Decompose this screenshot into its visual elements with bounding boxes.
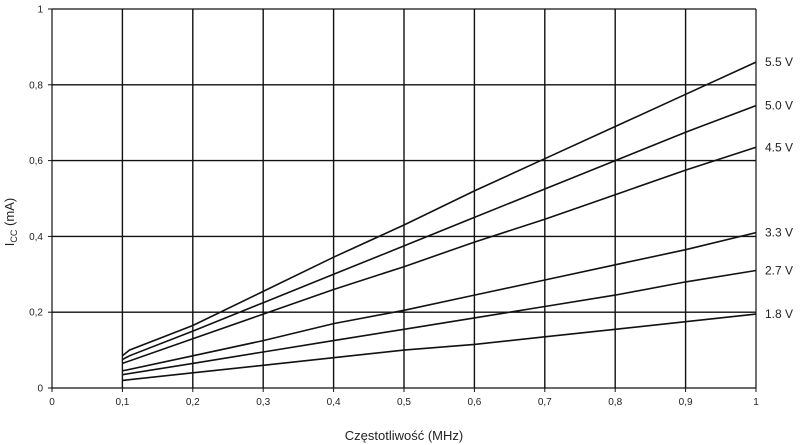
series-line bbox=[122, 269, 757, 376]
x-tick-label: 1 bbox=[753, 397, 759, 408]
series-label: 4.5 V bbox=[765, 140, 793, 154]
series-line bbox=[121, 61, 757, 357]
x-tick-label: 0,1 bbox=[115, 397, 129, 408]
series-line bbox=[122, 313, 757, 382]
x-axis-title: Częstotliwość (MHz) bbox=[345, 428, 463, 443]
series-label: 5.5 V bbox=[765, 55, 793, 69]
series-label-layer: 5.5 V 5.0 V 4.5 V 3.3 V 2.7 V 1.8 V bbox=[765, 55, 793, 321]
y-tick-label: 0,4 bbox=[29, 232, 43, 243]
x-tick-label: 0,8 bbox=[608, 397, 622, 408]
y-axis-title-unit: (mA) bbox=[2, 198, 17, 230]
axis-layer: 0 0,1 0,2 0,3 0,4 0,5 0,6 0,7 0,8 0,9 1 0 0,2 0,4 0,6 0… bbox=[29, 5, 759, 409]
x-tick-label: 0,9 bbox=[679, 397, 693, 408]
y-tick-label: 0,2 bbox=[29, 308, 43, 319]
series-label: 3.3 V bbox=[765, 226, 793, 240]
x-tick-label: 0,5 bbox=[397, 397, 411, 408]
x-tick-label: 0,6 bbox=[467, 397, 481, 408]
x-tick-label: 0,2 bbox=[186, 397, 200, 408]
grid-layer bbox=[52, 9, 756, 388]
x-tick-label: 0,7 bbox=[538, 397, 552, 408]
series-label: 1.8 V bbox=[765, 307, 793, 321]
series-label: 2.7 V bbox=[765, 264, 793, 278]
y-tick-label: 0,6 bbox=[29, 156, 43, 167]
series-label: 5.0 V bbox=[765, 99, 793, 113]
y-axis-title-main: I bbox=[2, 243, 17, 247]
y-axis-title: ICC (mA) bbox=[2, 198, 19, 246]
series-line bbox=[122, 104, 757, 361]
x-tick-label: 0,3 bbox=[256, 397, 270, 408]
y-tick-label: 0 bbox=[37, 384, 43, 395]
x-tick-label: 0,4 bbox=[327, 397, 341, 408]
series-line bbox=[122, 231, 757, 372]
y-tick-label: 1 bbox=[37, 5, 43, 16]
y-tick-label: 0,8 bbox=[29, 80, 43, 91]
y-axis-title-subscript: CC bbox=[9, 229, 19, 242]
x-tick-label: 0 bbox=[49, 397, 55, 408]
series-line bbox=[122, 146, 757, 365]
series-layer bbox=[121, 61, 757, 382]
